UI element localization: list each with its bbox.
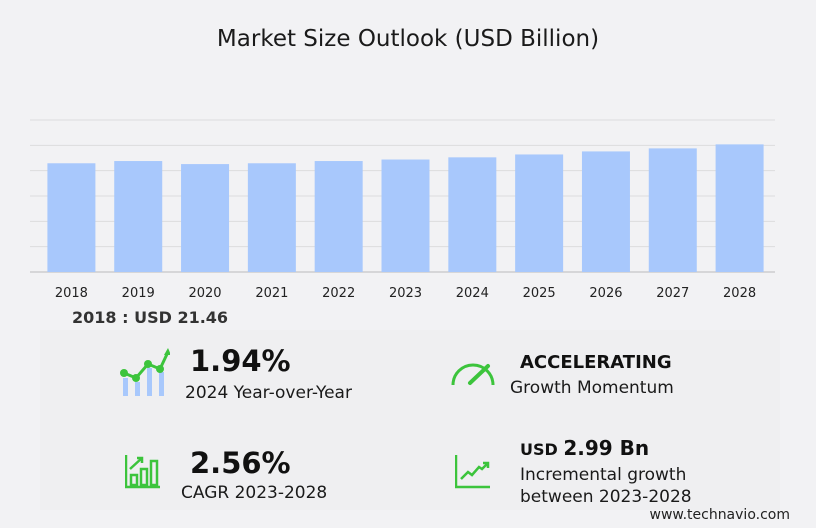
x-tick-label: 2021 — [255, 286, 288, 301]
latest-value: 2018 : USD 21.46 — [72, 308, 229, 327]
x-tick-label: 2027 — [656, 286, 689, 301]
x-tick-label: 2023 — [389, 286, 422, 301]
x-tick-label: 2024 — [456, 286, 489, 301]
bar-growth-icon — [125, 455, 160, 489]
incremental-label-2: between 2023-2028 — [520, 487, 692, 507]
yoy-value: 1.94% — [190, 344, 291, 378]
x-tick-label: 2026 — [589, 286, 622, 301]
momentum-label: Growth Momentum — [510, 378, 674, 398]
cagr-value: 2.56% — [190, 446, 291, 480]
bar — [515, 154, 564, 272]
yoy-label: 2024 Year-over-Year — [185, 383, 352, 403]
bar — [114, 161, 163, 272]
x-tick-label: 2018 — [55, 286, 88, 301]
x-tick-label: 2025 — [523, 286, 556, 301]
footer-url[interactable]: www.technavio.com — [649, 507, 791, 523]
growth-chart-icon — [120, 348, 170, 396]
chart-title: Market Size Outlook (USD Billion) — [216, 26, 600, 52]
bar — [581, 151, 630, 272]
speedometer-icon — [451, 363, 495, 386]
bar — [648, 148, 697, 272]
bar-chart: 2018 2019 2020 2021 2022 2023 2024 2025 2026 2027… — [30, 119, 775, 301]
x-tick-label: 2019 — [122, 286, 155, 301]
bar — [247, 163, 296, 272]
momentum-value: ACCELERATING — [520, 352, 672, 373]
incremental-value: USD 2.99 Bn — [520, 436, 649, 460]
bar — [181, 164, 230, 272]
x-tick-label: 2020 — [188, 286, 221, 301]
x-tick-label: 2028 — [723, 286, 756, 301]
cagr-label: CAGR 2023-2028 — [181, 483, 328, 503]
bar — [715, 144, 764, 272]
incremental-prefix: USD — [520, 440, 558, 459]
incremental-amount: 2.99 Bn — [563, 436, 650, 460]
bar — [47, 163, 96, 272]
bar — [448, 157, 497, 272]
trend-line-icon — [455, 455, 490, 489]
incremental-label-1: Incremental growth — [520, 465, 687, 485]
bar — [381, 159, 430, 272]
x-tick-label: 2022 — [322, 286, 355, 301]
bar — [314, 161, 363, 272]
